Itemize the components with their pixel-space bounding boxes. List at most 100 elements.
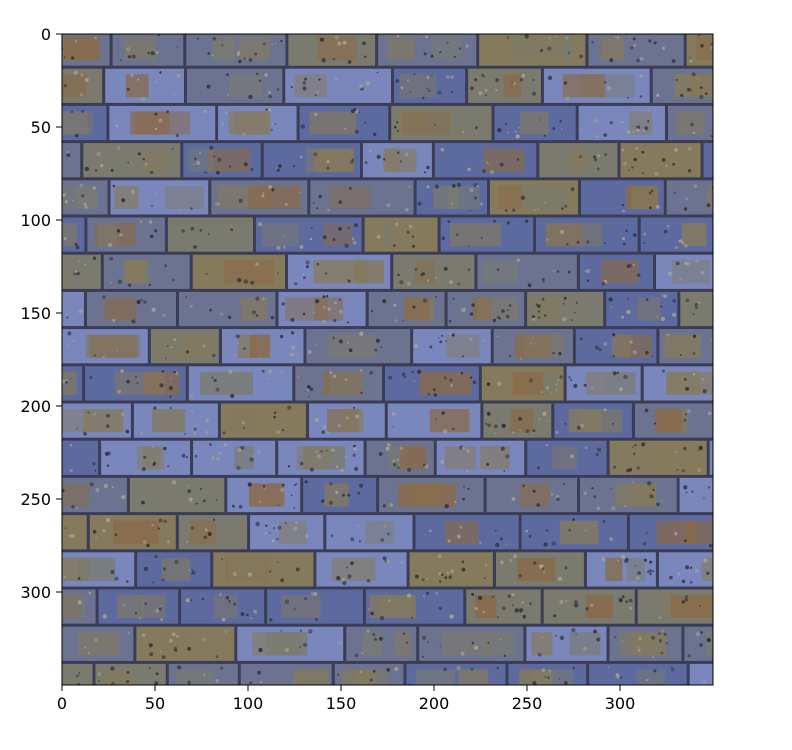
brick-speckle (593, 118, 598, 123)
brick-speckle (313, 152, 318, 157)
brick-patch (520, 111, 549, 135)
brick-speckle (525, 429, 530, 434)
brick-speckle (643, 242, 646, 245)
brick-speckle (38, 379, 41, 382)
brick-speckle (287, 465, 291, 468)
brick-speckle (603, 80, 607, 84)
brick (689, 663, 713, 685)
brick-speckle (121, 412, 125, 416)
brick-speckle (623, 374, 628, 380)
brick-speckle (563, 81, 568, 85)
brick-speckle (719, 230, 721, 232)
brick-patch (293, 669, 329, 685)
brick-speckle (474, 126, 478, 130)
brick-speckle (45, 616, 47, 618)
brick-speckle (645, 351, 649, 355)
brick-speckle (321, 499, 325, 503)
brick-speckle (110, 666, 115, 671)
brick-speckle (449, 378, 453, 382)
brick-speckle (141, 96, 146, 102)
brick-speckle (529, 342, 532, 345)
brick-speckle (697, 450, 700, 452)
brick-speckle (207, 531, 212, 537)
brick-speckle (10, 528, 14, 532)
brick-speckle (258, 357, 260, 360)
brick-speckle (39, 677, 42, 680)
brick-patch (562, 74, 605, 98)
brick-speckle (695, 259, 699, 263)
brick-speckle (196, 37, 199, 40)
brick-speckle (417, 201, 422, 206)
brick-speckle (610, 306, 613, 308)
brick-speckle (63, 84, 67, 88)
brick-speckle (399, 446, 404, 450)
brick-speckle (226, 73, 230, 77)
brick-speckle (405, 641, 409, 644)
brick-speckle (370, 678, 373, 682)
brick-patch (125, 74, 149, 98)
brick-patch (414, 260, 435, 284)
brick-speckle (467, 167, 471, 172)
brick-speckle (262, 485, 266, 488)
brick-speckle (399, 280, 404, 285)
brick-speckle (533, 209, 536, 212)
brick-speckle (632, 263, 635, 266)
brick-speckle (613, 635, 617, 639)
brick-speckle (586, 279, 590, 282)
brick-speckle (772, 462, 775, 465)
brick-patch (401, 111, 451, 135)
brick-speckle (348, 280, 351, 283)
brick-speckle (167, 465, 170, 468)
brick-speckle (631, 166, 634, 169)
brick-speckle (383, 158, 386, 161)
brick-speckle (406, 281, 412, 286)
brick-speckle (326, 431, 330, 434)
brick-speckle (37, 260, 40, 263)
brick-patch (116, 595, 144, 619)
brick (393, 254, 475, 289)
brick-speckle (454, 500, 457, 504)
brick-patch (444, 520, 479, 544)
brick-speckle (627, 263, 633, 268)
brick-patch (363, 632, 382, 656)
brick-speckle (487, 641, 490, 645)
brick-speckle (553, 614, 557, 618)
brick-speckle (557, 379, 560, 382)
brick-patch (78, 632, 119, 656)
brick-speckle (162, 313, 166, 317)
brick-speckle (84, 77, 89, 82)
brick-speckle (604, 242, 606, 245)
brick-speckle (641, 150, 645, 154)
brick-speckle (565, 599, 568, 603)
brick-patch (241, 297, 268, 321)
brick-speckle (656, 93, 660, 97)
brick-speckle (67, 331, 72, 336)
brick-speckle (238, 198, 243, 203)
brick-patch (739, 149, 756, 172)
brick-speckle (681, 241, 684, 245)
brick-speckle (567, 270, 571, 274)
brick-speckle (158, 607, 162, 611)
brick-speckle (633, 44, 637, 47)
brick-speckle (691, 72, 696, 77)
brick-speckle (238, 504, 243, 509)
brick-patch (586, 371, 606, 395)
brick-speckle (350, 109, 356, 114)
brick-speckle (60, 505, 62, 507)
brick-speckle (69, 468, 73, 473)
brick-speckle (422, 298, 428, 303)
brick-speckle (570, 454, 575, 459)
brick-speckle (271, 539, 275, 543)
brick-patch (559, 520, 599, 544)
brick-speckle (616, 675, 621, 680)
brick-speckle (679, 354, 682, 356)
brick-speckle (309, 467, 314, 472)
brick-speckle (649, 560, 653, 564)
brick-speckle (326, 166, 330, 170)
brick-speckle (597, 447, 602, 452)
brick-patch (720, 669, 756, 692)
brick-patch (517, 557, 556, 581)
brick-speckle (532, 315, 535, 318)
brick-speckle (125, 687, 128, 690)
